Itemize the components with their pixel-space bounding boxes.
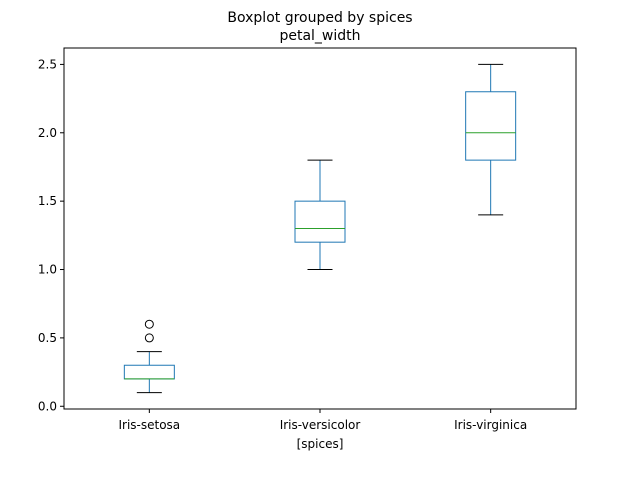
outlier-point	[144, 319, 154, 329]
chart-title: Boxplot grouped by spices	[227, 10, 412, 26]
outlier-point	[144, 333, 154, 343]
box-group-iris-virginica	[465, 63, 517, 216]
y-tick-label: 0.5	[38, 331, 57, 345]
box	[465, 91, 517, 161]
x-tick-label: Iris-setosa	[118, 418, 180, 432]
x-axis-label: [spices]	[297, 437, 344, 451]
axes-frame	[63, 47, 577, 410]
y-tick-label: 2.0	[38, 126, 57, 140]
x-tick-label: Iris-virginica	[454, 418, 527, 432]
chart-subtitle: petal_width	[279, 28, 360, 44]
plot-area: 0.0 0.5 1.0 1.5 2.0 2.5 Iris-setosa Iris-versic…	[38, 57, 527, 432]
box-group-iris-setosa	[123, 319, 175, 394]
y-tick-label: 0.0	[38, 399, 57, 413]
box	[294, 200, 346, 243]
y-tick-label: 1.5	[38, 194, 57, 208]
x-tick-label: Iris-versicolor	[280, 418, 361, 432]
y-tick-label: 2.5	[38, 57, 57, 71]
y-tick-label: 1.0	[38, 263, 57, 277]
box-group-iris-versicolor	[294, 159, 346, 271]
